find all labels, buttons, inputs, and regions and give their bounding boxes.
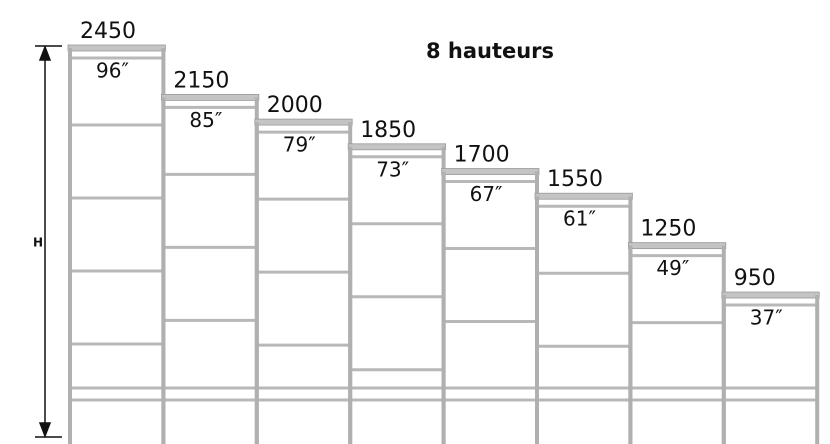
height-inches: 67″ bbox=[470, 182, 503, 206]
top-shelf bbox=[254, 118, 353, 126]
top-shelf bbox=[441, 168, 540, 175]
height-mm: 1550 bbox=[547, 167, 603, 192]
height-mm: 2000 bbox=[267, 93, 323, 118]
height-mm: 1250 bbox=[640, 217, 696, 242]
height-inches: 96″ bbox=[96, 58, 129, 82]
height-inches: 73″ bbox=[376, 157, 409, 181]
height-mm: 1700 bbox=[454, 143, 510, 168]
height-mm: 950 bbox=[734, 266, 776, 291]
top-shelf bbox=[160, 93, 260, 101]
height-mm: 2450 bbox=[80, 19, 136, 44]
top-shelf bbox=[721, 291, 820, 299]
top-shelf bbox=[67, 44, 166, 52]
height-inches: 61″ bbox=[563, 207, 596, 231]
height-inches: 49″ bbox=[656, 256, 689, 280]
top-shelf bbox=[534, 192, 633, 200]
title: 8 hauteurs bbox=[426, 39, 554, 63]
top-shelf bbox=[628, 242, 727, 250]
dimension-arrow bbox=[35, 44, 62, 439]
top-shelf bbox=[347, 143, 447, 151]
height-inches: 37″ bbox=[750, 306, 783, 330]
height-mm: 2150 bbox=[173, 68, 229, 93]
dimension-label: H bbox=[33, 236, 43, 250]
height-inches: 79″ bbox=[283, 133, 316, 157]
height-mm: 1850 bbox=[360, 118, 416, 143]
height-inches: 85″ bbox=[189, 108, 222, 132]
